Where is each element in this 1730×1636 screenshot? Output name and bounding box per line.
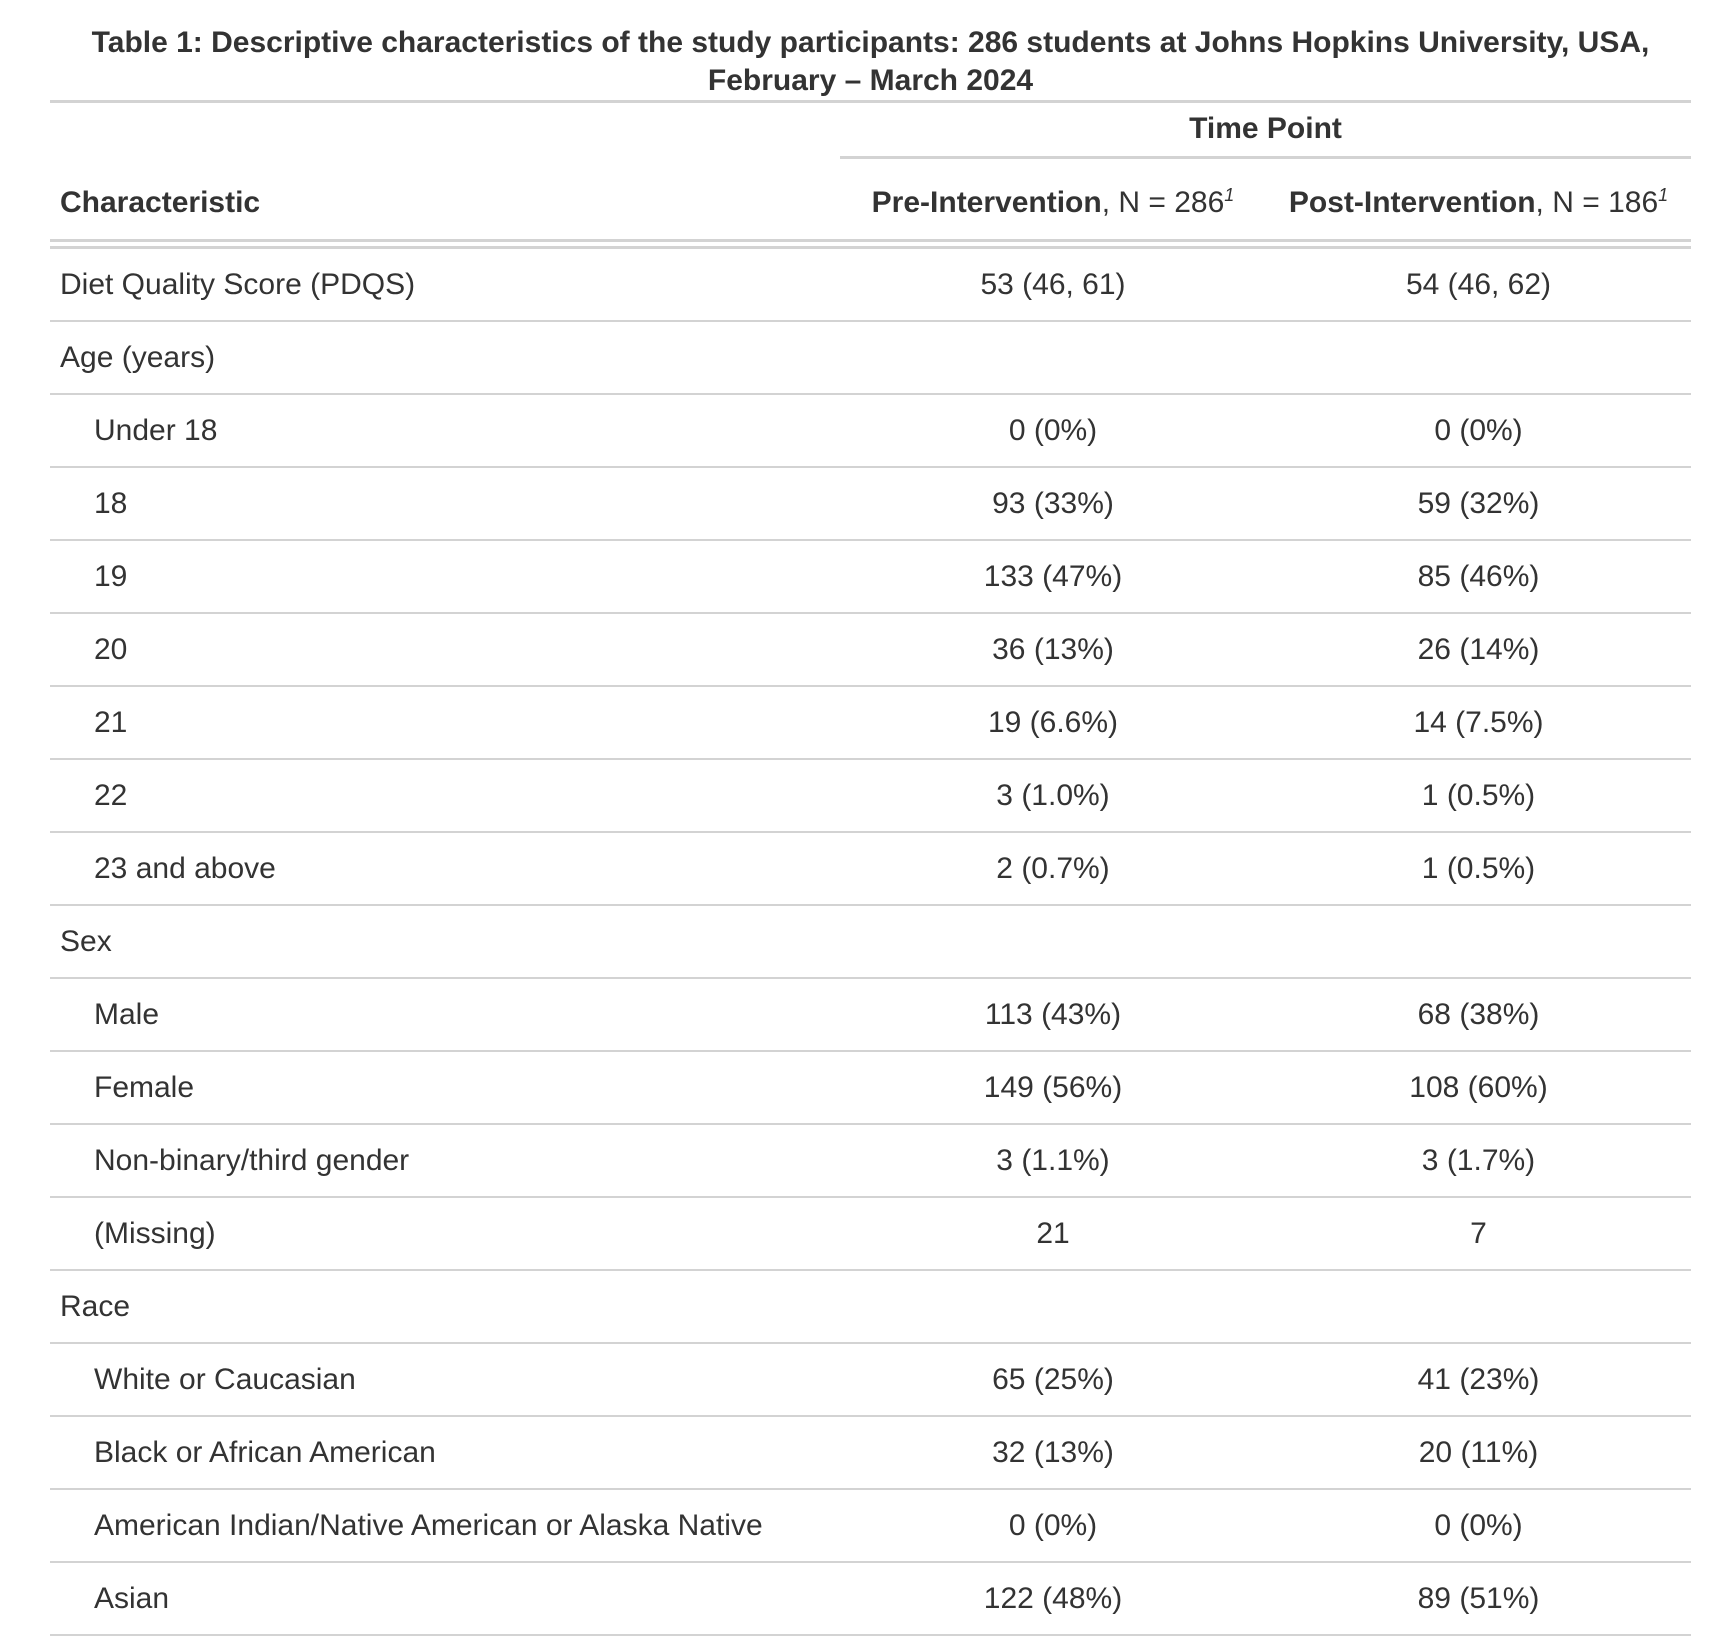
post-footnote-marker: 1: [1658, 185, 1669, 205]
row-label: 21: [50, 686, 840, 760]
pre-intervention-value: 3 (1.1%): [840, 1124, 1266, 1198]
post-intervention-header: Post-Intervention, N = 1861: [1266, 167, 1691, 242]
post-intervention-value: [1266, 1270, 1691, 1344]
pre-intervention-value: 53 (46, 61): [840, 249, 1266, 322]
post-intervention-value: 1 (0.5%): [1266, 759, 1691, 833]
row-label: Female: [50, 1051, 840, 1125]
table-title: Table 1: Descriptive characteristics of …: [91, 26, 1650, 97]
table-row: Female 149 (56%) 108 (60%): [50, 1051, 1691, 1125]
post-intervention-value: 3 (1.7%): [1266, 1124, 1691, 1198]
pre-intervention-value: 19 (6.6%): [840, 686, 1266, 760]
table-container: Table 1: Descriptive characteristics of …: [50, 24, 1691, 1636]
pre-intervention-value: 36 (13%): [840, 613, 1266, 687]
table-row: Asian 122 (48%) 89 (51%): [50, 1562, 1691, 1636]
table-row: American Indian/Native American or Alask…: [50, 1489, 1691, 1563]
pre-intervention-value: 93 (33%): [840, 467, 1266, 541]
post-intervention-value: 59 (32%): [1266, 467, 1691, 541]
pre-intervention-value: 2 (0.7%): [840, 832, 1266, 906]
table-row: 18 93 (33%) 59 (32%): [50, 467, 1691, 541]
post-intervention-name: Post-Intervention: [1288, 186, 1536, 219]
pre-intervention-value: 133 (47%): [840, 540, 1266, 614]
table-row: (Missing) 21 7: [50, 1197, 1691, 1271]
table-row: Non-binary/third gender 3 (1.1%) 3 (1.7%): [50, 1124, 1691, 1198]
time-point-spanner: Time Point: [1189, 111, 1342, 145]
row-label: Non-binary/third gender: [50, 1124, 840, 1198]
row-label: Sex: [50, 905, 840, 979]
post-intervention-value: 89 (51%): [1266, 1562, 1691, 1636]
spanner-cell: Time Point: [840, 103, 1691, 167]
table-row: 22 3 (1.0%) 1 (0.5%): [50, 759, 1691, 833]
row-label: Age (years): [50, 321, 840, 395]
post-intervention-value: 0 (0%): [1266, 1489, 1691, 1563]
pre-intervention-value: 113 (43%): [840, 978, 1266, 1052]
row-label: Under 18: [50, 394, 840, 468]
pre-intervention-value: 122 (48%): [840, 1562, 1266, 1636]
row-label: Diet Quality Score (PDQS): [50, 249, 840, 322]
spanner-underline: [840, 155, 1691, 159]
table-row: Sex: [50, 905, 1691, 979]
post-intervention-value: 26 (14%): [1266, 613, 1691, 687]
pre-intervention-header: Pre-Intervention, N = 2861: [840, 167, 1266, 242]
post-intervention-value: 0 (0%): [1266, 394, 1691, 468]
post-intervention-value: [1266, 321, 1691, 395]
table-row: 23 and above 2 (0.7%) 1 (0.5%): [50, 832, 1691, 906]
table-row: Age (years): [50, 321, 1691, 395]
pre-intervention-value: [840, 905, 1266, 979]
row-label: White or Caucasian: [50, 1343, 840, 1417]
row-label: Black or African American: [50, 1416, 840, 1490]
table-row: 21 19 (6.6%) 14 (7.5%): [50, 686, 1691, 760]
row-label: 20: [50, 613, 840, 687]
row-label: 23 and above: [50, 832, 840, 906]
row-label: Male: [50, 978, 840, 1052]
row-label: 22: [50, 759, 840, 833]
pre-intervention-value: 0 (0%): [840, 1489, 1266, 1563]
post-intervention-value: 20 (11%): [1266, 1416, 1691, 1490]
pre-intervention-n: , N = 286: [1101, 186, 1225, 219]
row-label: Race: [50, 1270, 840, 1344]
pre-intervention-value: 32 (13%): [840, 1416, 1266, 1490]
table-row: 19 133 (47%) 85 (46%): [50, 540, 1691, 614]
post-intervention-value: 1 (0.5%): [1266, 832, 1691, 906]
post-intervention-value: 108 (60%): [1266, 1051, 1691, 1125]
table-row: Male 113 (43%) 68 (38%): [50, 978, 1691, 1052]
characteristic-header: Characteristic: [50, 167, 840, 242]
post-intervention-n: , N = 186: [1535, 186, 1659, 219]
table-row: Under 18 0 (0%) 0 (0%): [50, 394, 1691, 468]
table-row: 20 36 (13%) 26 (14%): [50, 613, 1691, 687]
row-label: (Missing): [50, 1197, 840, 1271]
table-body: Diet Quality Score (PDQS) 53 (46, 61) 54 (…: [50, 249, 1691, 1636]
row-label: 18: [50, 467, 840, 541]
table-row: Race: [50, 1270, 1691, 1344]
post-intervention-value: 68 (38%): [1266, 978, 1691, 1052]
pre-footnote-marker: 1: [1224, 185, 1235, 205]
pre-intervention-value: [840, 321, 1266, 395]
post-intervention-value: [1266, 905, 1691, 979]
table-row: Black or African American 32 (13%) 20 (11%…: [50, 1416, 1691, 1490]
row-label: Asian: [50, 1562, 840, 1636]
pre-intervention-value: 21: [840, 1197, 1266, 1271]
row-label: American Indian/Native American or Alask…: [50, 1489, 840, 1563]
table-row: Diet Quality Score (PDQS) 53 (46, 61) 54 (…: [50, 249, 1691, 322]
post-intervention-value: 85 (46%): [1266, 540, 1691, 614]
row-label: 19: [50, 540, 840, 614]
pre-intervention-value: 149 (56%): [840, 1051, 1266, 1125]
pre-intervention-value: 3 (1.0%): [840, 759, 1266, 833]
pre-intervention-value: [840, 1270, 1266, 1344]
post-intervention-value: 14 (7.5%): [1266, 686, 1691, 760]
post-intervention-value: 54 (46, 62): [1266, 249, 1691, 322]
post-intervention-value: 7: [1266, 1197, 1691, 1271]
pre-intervention-name: Pre-Intervention: [871, 186, 1102, 219]
table-row: White or Caucasian 65 (25%) 41 (23%): [50, 1343, 1691, 1417]
post-intervention-value: 41 (23%): [1266, 1343, 1691, 1417]
pre-intervention-value: 65 (25%): [840, 1343, 1266, 1417]
characteristics-table: Time Point Characteristic Pre-Interventi…: [50, 100, 1691, 1636]
pre-intervention-value: 0 (0%): [840, 394, 1266, 468]
